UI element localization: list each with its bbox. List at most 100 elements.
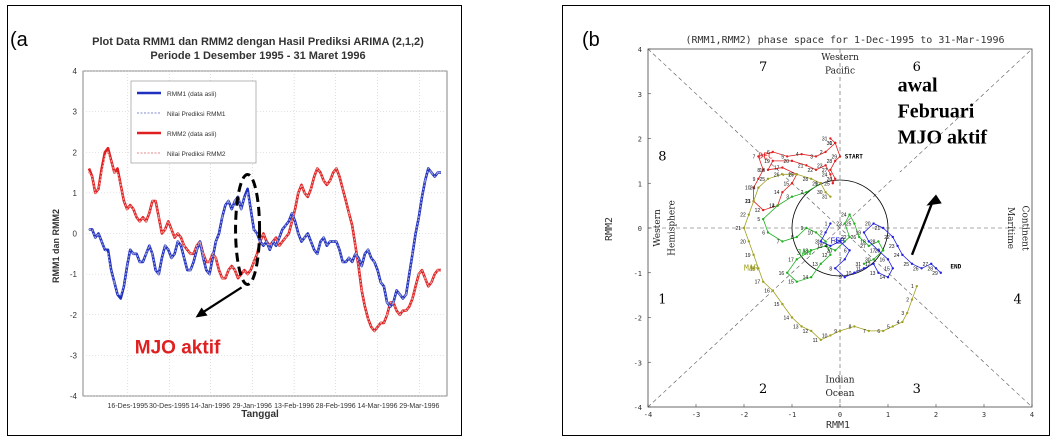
chart-b-unit-circle: [791, 179, 889, 277]
chart-b-point: [906, 311, 909, 315]
chart-a-xtick-label: 29-Mar-1996: [399, 403, 439, 410]
chart-a-point: [341, 261, 344, 263]
chart-a-series-line: [89, 167, 441, 308]
chart-a-xtick-label: 14-Jan-1996: [191, 403, 230, 410]
chart-a-point: [126, 208, 128, 211]
chart-a-ytick-label: -3: [70, 351, 78, 360]
chart-b-phase-number: 7: [759, 60, 767, 75]
chart-b-title: (RMM1,RMM2) phase space for 1-Dec-1995 t…: [685, 35, 1004, 46]
chart-a-point: [253, 261, 255, 263]
chart-b-point: [834, 249, 837, 252]
chart-b-point: [829, 334, 832, 337]
chart-b-point-label: 28: [803, 177, 809, 183]
chart-b-point: [800, 325, 803, 328]
chart-b-point-label: 11: [745, 199, 750, 205]
chart-a-xtick-label: 16-Des-1995: [108, 403, 149, 410]
chart-b-point: [829, 244, 832, 248]
chart-a-point: [354, 244, 357, 247]
chart-b-point: [757, 186, 760, 189]
chart-b-point-label: 4: [772, 204, 775, 210]
chart-a-point: [157, 216, 160, 219]
chart-b-arrow-head: [926, 194, 942, 206]
chart-a-point: [316, 167, 319, 170]
chart-b-point-label: 21: [836, 239, 842, 245]
chart-b-point: [939, 271, 942, 274]
chart-b-point-label: 14: [783, 316, 789, 322]
chart-b-point: [867, 244, 870, 248]
chart-a-arrow-head: [195, 307, 208, 318]
chart-a-point: [436, 171, 439, 174]
chart-b-point-label: 7: [839, 257, 842, 263]
chart-a-point: [195, 244, 198, 247]
chart-b-point: [766, 231, 770, 234]
chart-b-point: [800, 152, 803, 156]
chart-a-ytick-label: -4: [70, 392, 78, 401]
chart-b-ytick-label: -4: [634, 404, 642, 412]
chart-b-point-label: 9: [839, 275, 842, 281]
chart-b-point-label: 24: [750, 186, 756, 192]
chart-a-point: [386, 313, 388, 316]
chart-b-point-label: 22: [884, 235, 890, 241]
chart-b-annotation: Februari: [898, 101, 975, 123]
chart-a-point: [341, 187, 344, 190]
chart-a-point: [329, 179, 331, 182]
chart-b-point: [877, 240, 880, 243]
chart-b-point: [867, 240, 870, 243]
chart-a-point: [417, 216, 420, 219]
chart-b-point-label: 12: [755, 208, 761, 214]
chart-a-point: [417, 273, 420, 276]
chart-b-point-label: 6: [877, 329, 880, 335]
chart-b-point-label: 7: [777, 239, 780, 245]
chart-b-point-label: 3: [815, 239, 818, 245]
chart-a-point: [233, 269, 236, 271]
chart-b-point: [795, 235, 798, 239]
chart-b-point: [831, 182, 834, 185]
chart-a-point: [335, 167, 338, 170]
chart-b-point: [824, 231, 827, 234]
chart-b-point-label: 20: [865, 222, 871, 228]
chart-b-point-label: 2: [801, 190, 804, 196]
chart-b-point-label: 17: [774, 166, 780, 172]
chart-b-point-label: 8: [849, 324, 852, 330]
chart-b-point-label: 18: [803, 248, 809, 254]
chart-a-point: [221, 277, 224, 280]
chart-b-point: [886, 276, 890, 279]
chart-b-point: [766, 168, 770, 172]
chart-b-point: [838, 329, 842, 333]
chart-a-series-line: [88, 151, 441, 332]
chart-b-point-label: 11: [813, 338, 818, 344]
chart-a-point: [272, 240, 274, 243]
chart-b-point: [762, 217, 765, 221]
chart-b-point: [819, 338, 822, 342]
chart-b-point-label: 7: [753, 154, 756, 160]
chart-a-xlabel: Tanggal: [241, 409, 279, 420]
chart-a-xtick-label: 30-Des-1995: [149, 403, 190, 410]
chart-b-point: [843, 276, 846, 279]
chart-b-point: [810, 249, 813, 252]
chart-b-point: [862, 231, 866, 234]
chart-b-point-label: 29: [812, 181, 818, 187]
chart-a-point: [265, 240, 268, 243]
chart-b-point: [819, 240, 822, 243]
chart-b-xlabel: RMM1: [826, 420, 850, 431]
chart-a-point: [411, 297, 414, 300]
chart-a-ytick-label: 0: [73, 230, 78, 239]
chart-b-point-label: 14: [879, 275, 885, 281]
chart-b-point-label: 5: [781, 154, 784, 160]
chart-b-point: [747, 240, 750, 243]
chart-b-point: [882, 226, 885, 230]
chart-a-point: [88, 171, 90, 174]
chart-b-point: [834, 159, 837, 163]
chart-a-point: [360, 289, 363, 292]
chart-a-point: [183, 244, 186, 247]
chart-b-point: [848, 235, 851, 239]
chart-a-xtick-label: 29-Jan-1996: [233, 403, 272, 410]
chart-b-point: [891, 235, 894, 239]
chart-b-point-label: 31: [822, 195, 828, 201]
chart-a-ytick-label: -1: [70, 270, 78, 279]
chart-b-point: [795, 258, 798, 261]
chart-a-point: [170, 256, 173, 259]
chart-b-point: [824, 191, 827, 194]
chart-b-phase-number: 2: [759, 382, 767, 397]
chart-a-point: [183, 256, 186, 259]
